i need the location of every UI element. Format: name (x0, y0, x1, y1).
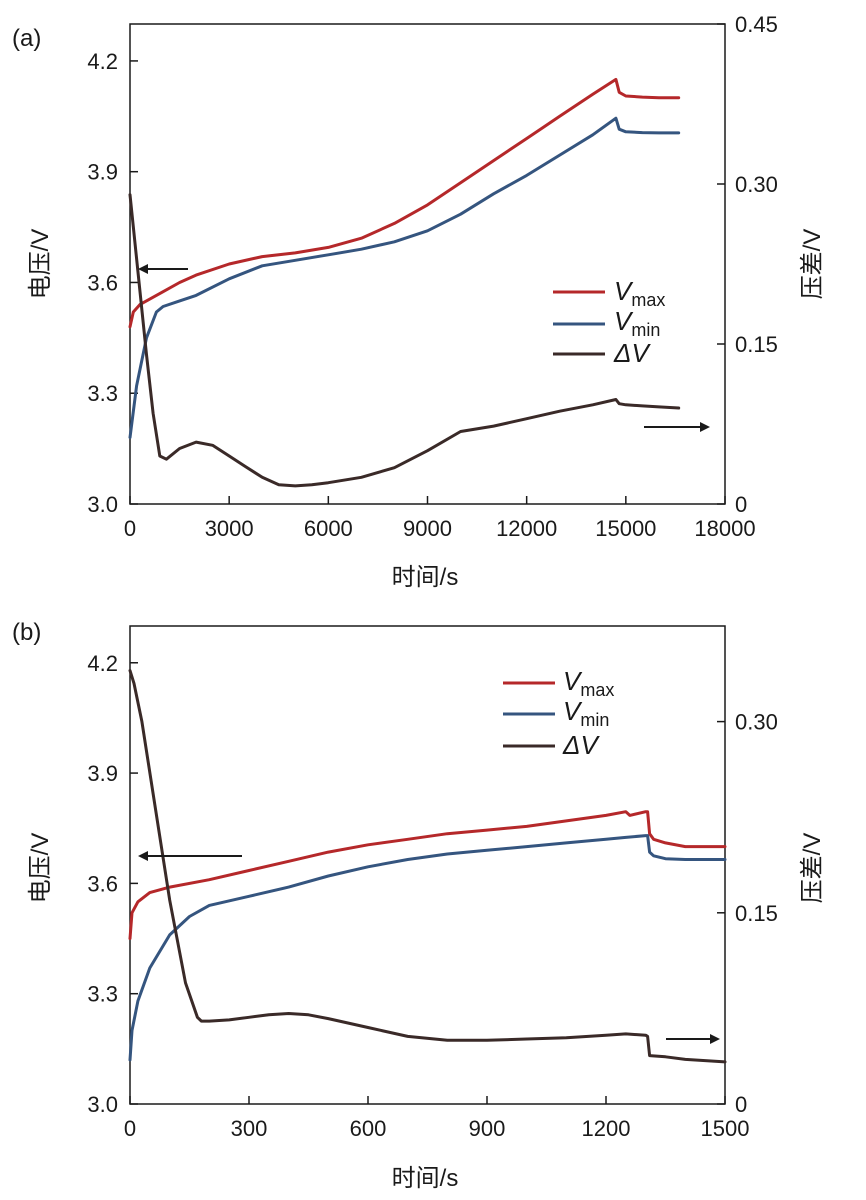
left-tick-label: 3.3 (87, 982, 118, 1007)
x-tick-label: 300 (231, 1116, 268, 1141)
panel-a-right-axis: 0 0.15 0.30 0.45 (717, 12, 778, 517)
x-tick-label: 0 (124, 516, 136, 541)
panel-b-left-ylabel: 电压/V (27, 833, 54, 904)
series-line-vmin (128, 834, 727, 1062)
panel-b-series (128, 669, 727, 1064)
panel-b-legend: Vmax Vmin ΔV (503, 666, 614, 760)
panel-b-right-ylabel: 压差/V (799, 833, 826, 904)
series-line-vmax (128, 77, 681, 329)
panel-a-label: (a) (12, 25, 41, 52)
series-line-vmax (128, 810, 727, 940)
panel-b-right-arrow (666, 1034, 720, 1044)
series-line-delta-v (128, 669, 727, 1064)
panel-b-xlabel: 时间/s (392, 1165, 459, 1192)
right-tick-label: 0 (735, 492, 747, 517)
panel-a-right-arrow (644, 422, 710, 432)
left-tick-label: 3.6 (87, 871, 118, 896)
panel-a-legend: Vmax Vmin ΔV (553, 276, 665, 368)
series-line-vmin (128, 116, 681, 439)
x-tick-label: 15000 (595, 516, 656, 541)
x-tick-label: 1200 (582, 1116, 631, 1141)
left-tick-label: 3.0 (87, 1092, 118, 1117)
right-tick-label: 0.30 (735, 172, 778, 197)
panel-b-plot-frame (129, 625, 726, 1105)
panel-a-series (128, 77, 681, 488)
left-tick-label: 3.0 (87, 492, 118, 517)
x-tick-label: 9000 (403, 516, 452, 541)
right-tick-label: 0.15 (735, 332, 778, 357)
x-tick-label: 3000 (205, 516, 254, 541)
x-tick-label: 900 (469, 1116, 506, 1141)
panel-b: (b) 3.0 3.3 3.6 3.9 4.2 0 0.15 0.30 0 300 600 900… (12, 619, 826, 1192)
panel-b-left-axis: 3.0 3.3 3.6 3.9 4.2 (87, 651, 138, 1117)
right-tick-label: 0 (735, 1092, 747, 1117)
x-tick-label: 18000 (694, 516, 755, 541)
panel-a-left-ylabel: 电压/V (27, 229, 54, 300)
panel-b-left-arrow (138, 851, 242, 861)
x-tick-label: 12000 (496, 516, 557, 541)
right-tick-label: 0.30 (735, 710, 778, 735)
panel-a-right-ylabel: 压差/V (799, 229, 826, 300)
x-tick-label: 0 (124, 1116, 136, 1141)
legend-label-vmin: Vmin (563, 696, 609, 730)
right-tick-label: 0.15 (735, 901, 778, 926)
x-tick-label: 1500 (701, 1116, 750, 1141)
panel-b-right-axis: 0 0.15 0.30 (717, 710, 778, 1117)
left-tick-label: 3.6 (87, 270, 118, 295)
panel-a: (a) 3.0 3.3 3.6 3.9 4.2 0 0.15 0.30 0.45 0 3000 6… (12, 12, 826, 591)
legend-label-vmax: Vmax (563, 666, 614, 700)
left-tick-label: 4.2 (87, 651, 118, 676)
legend-label-vmin: Vmin (614, 306, 660, 340)
left-tick-label: 3.3 (87, 381, 118, 406)
panel-a-x-axis: 0 3000 6000 9000 12000 15000 18000 (124, 496, 756, 541)
series-line-delta-v (128, 193, 681, 488)
left-tick-label: 3.9 (87, 761, 118, 786)
right-tick-label: 0.45 (735, 12, 778, 37)
panel-a-left-arrow (138, 264, 188, 274)
panel-a-left-axis: 3.0 3.3 3.6 3.9 4.2 (87, 49, 138, 517)
x-tick-label: 6000 (304, 516, 353, 541)
legend-label-vmax: Vmax (614, 276, 665, 310)
left-tick-label: 4.2 (87, 49, 118, 74)
panel-b-x-axis: 0 300 600 900 1200 1500 (124, 1096, 750, 1141)
legend-label-dv: ΔV (613, 338, 651, 368)
panel-a-xlabel: 时间/s (392, 564, 459, 591)
legend-label-dv: ΔV (562, 730, 600, 760)
x-tick-label: 600 (350, 1116, 387, 1141)
panel-b-label: (b) (12, 619, 41, 646)
left-tick-label: 3.9 (87, 160, 118, 185)
